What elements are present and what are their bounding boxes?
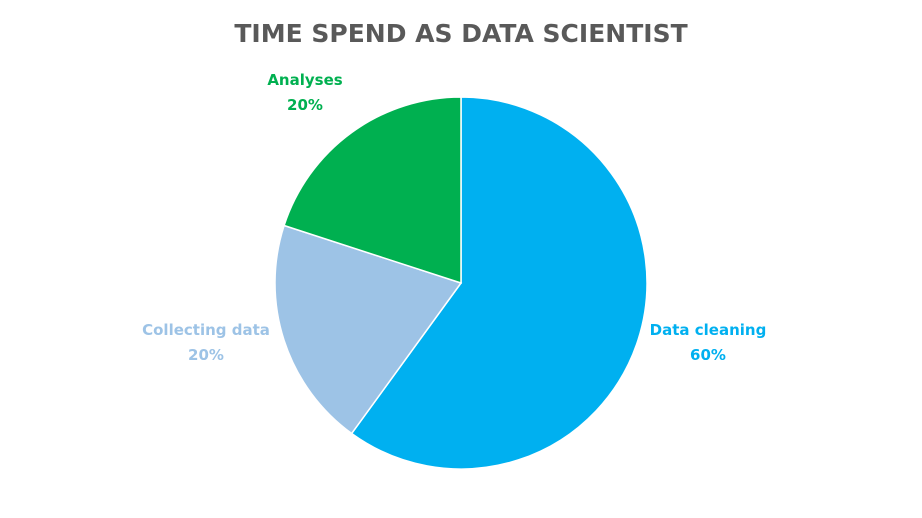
pie-slice-analyses bbox=[283, 96, 462, 285]
slice-category-label: Analyses bbox=[267, 71, 342, 89]
slice-value-label: 20% bbox=[188, 346, 224, 364]
slice-label-data-cleaning: Data cleaning 60% bbox=[650, 321, 767, 364]
pie-slice-collecting-data bbox=[274, 224, 463, 435]
slice-label-collecting-data: Collecting data 20% bbox=[142, 321, 270, 364]
slice-label-analyses: Analyses 20% bbox=[267, 71, 342, 114]
slice-category-label: Data cleaning bbox=[650, 321, 767, 339]
pie-slice-data-cleaning bbox=[350, 96, 648, 470]
chart-title: TIME SPEND AS DATA SCIENTIST bbox=[234, 19, 687, 48]
slice-value-label: 60% bbox=[690, 346, 726, 364]
pie-labels: Data cleaning 60%Collecting data 20%Analys… bbox=[142, 71, 766, 364]
pie-slices bbox=[274, 96, 648, 470]
slice-value-label: 20% bbox=[287, 96, 323, 114]
slice-category-label: Collecting data bbox=[142, 321, 270, 339]
